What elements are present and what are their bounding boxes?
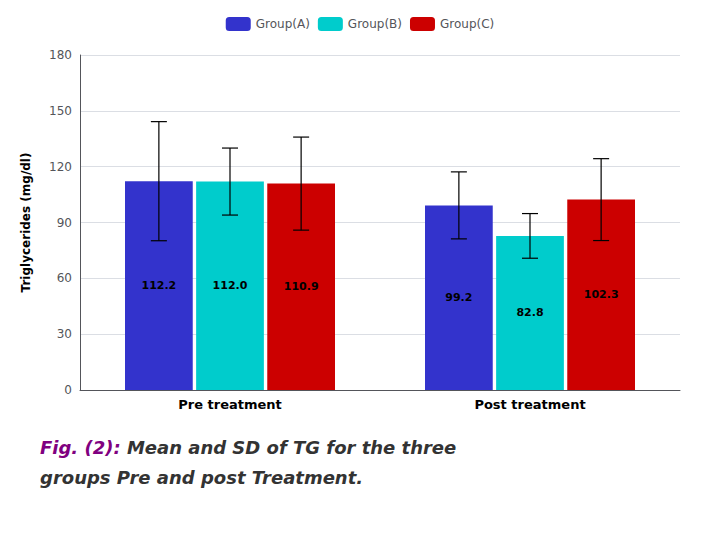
svg-text:groups Pre and post Treatment.: groups Pre and post Treatment. xyxy=(40,467,363,488)
svg-text:90: 90 xyxy=(57,216,72,230)
svg-text:110.9: 110.9 xyxy=(284,280,319,293)
svg-text:Fig. (2):: Fig. (2): xyxy=(40,437,121,458)
svg-text:82.8: 82.8 xyxy=(516,306,543,319)
svg-text:Group(A): Group(A) xyxy=(256,17,310,31)
svg-text:Mean and SD of TG for the thre: Mean and SD of TG for the three xyxy=(121,437,457,458)
svg-text:60: 60 xyxy=(57,271,72,285)
svg-text:Group(C): Group(C) xyxy=(440,17,494,31)
svg-text:150: 150 xyxy=(49,104,72,118)
svg-text:112.0: 112.0 xyxy=(213,279,248,292)
svg-text:102.3: 102.3 xyxy=(584,288,619,301)
svg-text:Pre treatment: Pre treatment xyxy=(178,397,282,412)
svg-text:0: 0 xyxy=(64,383,72,397)
svg-text:30: 30 xyxy=(57,327,72,341)
svg-text:112.2: 112.2 xyxy=(141,279,176,292)
svg-text:120: 120 xyxy=(49,160,72,174)
svg-text:180: 180 xyxy=(49,48,72,62)
svg-text:99.2: 99.2 xyxy=(445,291,472,304)
svg-text:Group(B): Group(B) xyxy=(348,17,402,31)
svg-text:Triglycerides (mg/dl): Triglycerides (mg/dl) xyxy=(19,153,33,293)
svg-text:Post treatment: Post treatment xyxy=(474,397,585,412)
